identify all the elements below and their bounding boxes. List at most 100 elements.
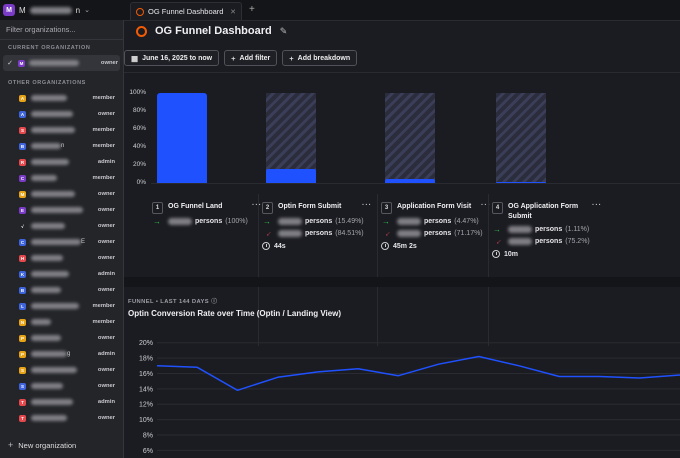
conversion-percent: (84.51%) — [335, 230, 364, 237]
org-name-initial: M — [19, 5, 26, 15]
date-range-button[interactable]: ▦ June 16, 2025 to now — [124, 50, 220, 66]
converted-metric[interactable]: → persons (4.47%) — [382, 217, 491, 226]
new-tab-button[interactable]: + — [249, 4, 255, 15]
persons-label: persons — [424, 230, 452, 237]
y-tick-label: 20% — [139, 340, 153, 347]
redacted-org-name — [31, 415, 67, 421]
more-options-icon[interactable]: ··· — [481, 202, 491, 209]
converted-metric[interactable]: → persons (1.11%) — [493, 225, 602, 234]
add-filter-button[interactable]: + Add filter — [224, 50, 278, 66]
tab-og-funnel-dashboard[interactable]: OG Funnel Dashboard ✕ — [130, 2, 242, 20]
y-tick-label: 10% — [139, 417, 153, 424]
funnel-panel: 100% 80% 60% 40% 20% 0% 1 OG Funnel Land ··· → per… — [124, 82, 680, 346]
funnel-bar-fill — [385, 178, 435, 183]
redacted-count — [508, 238, 532, 245]
organization-row[interactable]: √ owner — [0, 218, 123, 234]
redacted-org-name — [31, 223, 65, 229]
more-options-icon[interactable]: ··· — [592, 202, 602, 209]
org-badge: S — [19, 382, 26, 390]
chevron-down-icon: ⌄ — [84, 7, 90, 14]
org-badge: C — [19, 174, 26, 182]
edit-pencil-icon[interactable]: ✎ — [279, 25, 288, 36]
funnel-bar[interactable] — [385, 93, 435, 183]
org-badge: B — [19, 142, 26, 150]
more-options-icon[interactable]: ··· — [252, 202, 262, 209]
dropped-metric[interactable]: ↓ persons (75.2%) — [493, 237, 602, 246]
org-name-tail: n — [61, 143, 65, 149]
conversion-percent: (4.47%) — [454, 218, 479, 225]
funnel-step-3: 3 Application Form Visit ··· → persons (4.47%… — [381, 202, 491, 250]
org-switcher[interactable]: M M n ⌄ — [3, 3, 90, 17]
org-role: owner — [97, 367, 115, 373]
redacted-org-name — [31, 207, 83, 213]
org-role: owner — [97, 223, 115, 229]
funnel-bar[interactable] — [496, 93, 546, 183]
org-badge: P — [19, 350, 26, 358]
organization-dropdown: CURRENT ORGANIZATION ✓ M owner OTHER ORG… — [0, 20, 124, 458]
org-badge: B — [19, 286, 26, 294]
redacted-count — [278, 218, 302, 225]
clock-icon — [381, 242, 389, 250]
org-role: admin — [97, 351, 115, 357]
chart-title: Optin Conversion Rate over Time (Optin /… — [128, 309, 342, 318]
dropped-metric[interactable]: ↓ persons (84.51%) — [263, 229, 372, 238]
org-role: owner — [97, 383, 115, 389]
close-tab-icon[interactable]: ✕ — [230, 8, 236, 16]
new-organization-button[interactable]: + New organization — [8, 440, 76, 450]
new-organization-label: New organization — [18, 440, 77, 450]
step-name: Optin Form Submit — [278, 203, 342, 210]
top-bar: M M n ⌄ OG Funnel Dashboard ✕ + — [0, 0, 680, 21]
funnel-bar[interactable] — [266, 93, 316, 183]
org-badge: A — [19, 110, 26, 118]
dropped-metric[interactable]: ↓ persons (71.17%) — [382, 229, 491, 238]
step-number: 2 — [262, 202, 273, 214]
step-number: 4 — [492, 202, 503, 214]
redacted-org-name — [31, 255, 63, 261]
time-value: 10m — [504, 250, 519, 258]
org-role: owner — [100, 60, 118, 66]
funnel-bar[interactable] — [157, 93, 207, 183]
org-badge: H — [19, 254, 26, 262]
info-icon[interactable]: ⓘ — [211, 299, 218, 305]
trend-chart-panel: 20% 18% 16% 14% 12% 10% 8% 6% FUNNEL • LAST 144… — [124, 287, 680, 458]
org-name-tail: g — [67, 351, 71, 357]
org-badge: R — [19, 158, 26, 166]
filter-organizations-input[interactable] — [6, 25, 116, 34]
y-tick-label: 16% — [139, 371, 153, 378]
add-breakdown-button[interactable]: + Add breakdown — [282, 50, 358, 66]
funnel-bar-fill — [266, 169, 316, 183]
funnel-baseline — [151, 183, 680, 184]
redacted-org-name — [29, 60, 79, 66]
step-separator — [377, 194, 378, 346]
conversion-percent: (75.2%) — [565, 238, 590, 245]
org-role: owner — [97, 111, 115, 117]
avg-time-to-convert: 44s — [262, 242, 372, 250]
more-options-icon[interactable]: ··· — [362, 202, 372, 209]
current-organization-row[interactable]: ✓ M owner — [3, 55, 120, 71]
converted-metric[interactable]: → persons (15.49%) — [263, 217, 372, 226]
arrow-down-right-icon: ↓ — [264, 228, 274, 239]
series-line[interactable] — [156, 355, 680, 392]
converted-metric[interactable]: → persons (100%) — [153, 217, 262, 226]
funnel-y-tick: 0% — [136, 179, 146, 186]
